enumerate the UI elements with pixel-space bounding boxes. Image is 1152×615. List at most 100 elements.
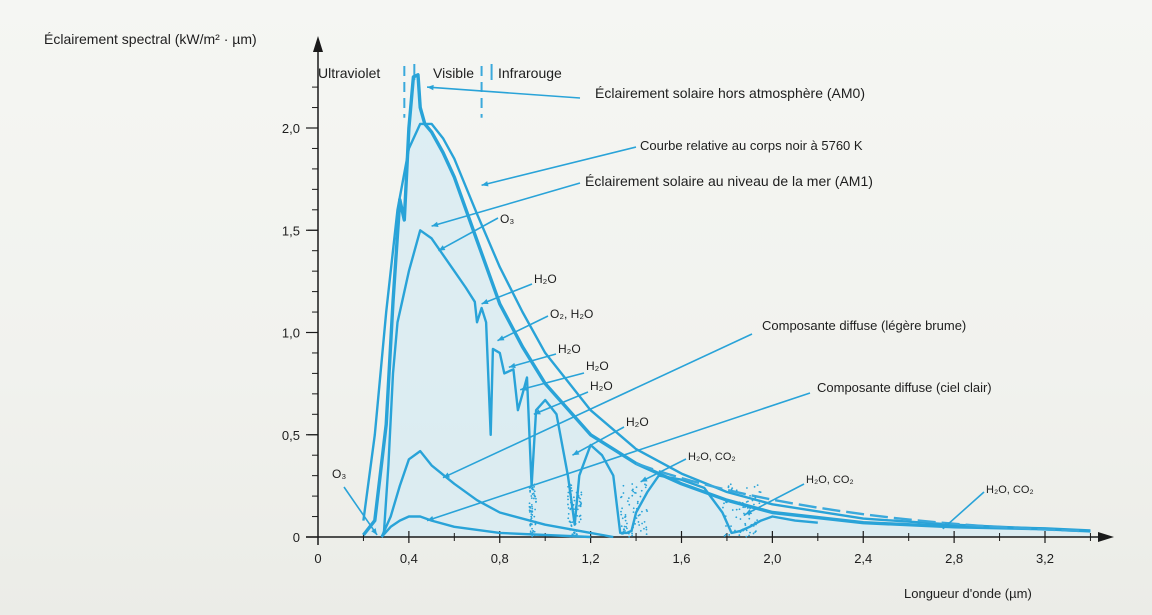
absorption-band-dot (530, 533, 532, 535)
absorption-band-dot (568, 513, 570, 515)
absorption-band-dot (739, 531, 741, 533)
absorption-band-dot (571, 521, 573, 523)
absorption-band-dot (529, 502, 531, 504)
absorption-band-dot (746, 529, 748, 531)
absorption-band-dot (634, 492, 636, 494)
label-diffuse-clair: Composante diffuse (ciel clair) (817, 380, 992, 395)
absorption-band-dot (631, 495, 633, 497)
absorption-band-dot (569, 529, 571, 531)
absorption-band-dot (758, 491, 760, 493)
absorption-band-dot (535, 498, 537, 500)
absorption-band-dot (634, 523, 636, 525)
absorption-band-dot (621, 525, 623, 527)
absorption-band-dot (641, 490, 643, 492)
absorption-band-dot (745, 524, 747, 526)
absorption-band-dot (623, 528, 625, 530)
absorption-band-dot (530, 510, 532, 512)
absorption-band-dot (739, 508, 741, 510)
absorption-band-dot (730, 525, 732, 527)
absorption-band-dot (742, 529, 744, 531)
absorption-label-h2o-3: H₂O (586, 359, 609, 373)
absorption-band-dot (633, 511, 635, 513)
absorption-band-dot (530, 516, 532, 518)
y-axis-arrow (313, 36, 323, 52)
absorption-band-dot (625, 526, 627, 528)
absorption-band-dot (732, 509, 734, 511)
absorption-band-dot (646, 510, 648, 512)
absorption-band-dot (644, 521, 646, 523)
absorption-band-dot (725, 525, 727, 527)
absorption-band-dot (637, 502, 639, 504)
label-am1: Éclairement solaire au niveau de la mer … (585, 173, 873, 189)
absorption-band-dot (634, 517, 636, 519)
absorption-band-dot (632, 527, 634, 529)
leader-line-0 (427, 87, 580, 98)
absorption-band-dot (530, 495, 532, 497)
absorption-band-dot (580, 494, 582, 496)
absorption-band-dot (569, 536, 571, 538)
absorption-band-dot (575, 511, 577, 513)
absorption-band-dot (576, 500, 578, 502)
absorption-band-dot (725, 534, 727, 536)
absorption-band-dot (576, 492, 578, 494)
absorption-band-dot (636, 508, 638, 510)
absorption-band-dot (567, 517, 569, 519)
absorption-band-dot (744, 506, 746, 508)
absorption-band-dot (625, 520, 627, 522)
y-tick-label: 0,5 (282, 428, 300, 443)
absorption-band-dot (571, 508, 573, 510)
absorption-band-dot (628, 504, 630, 506)
absorption-label-o3-top: O₃ (500, 212, 514, 226)
absorption-band-dot (578, 505, 580, 507)
absorption-band-dot (622, 532, 624, 534)
absorption-band-dot (531, 508, 533, 510)
absorption-label-h2o-co2-1: H₂O, CO₂ (688, 451, 736, 463)
absorption-label-h2o-4: H₂O (590, 379, 613, 393)
absorption-band-dot (571, 490, 573, 492)
region-label-ultraviolet: Ultraviolet (318, 65, 380, 81)
absorption-band-dot (622, 517, 624, 519)
absorption-band-dot (625, 514, 627, 516)
absorption-band-dot (578, 521, 580, 523)
absorption-band-dot (723, 502, 725, 504)
absorption-band-dot (567, 498, 569, 500)
absorption-band-dot (641, 523, 643, 525)
absorption-band-dot (754, 521, 756, 523)
absorption-band-dot (640, 496, 642, 498)
absorption-band-dot (745, 536, 747, 538)
x-tick-label: 2,8 (945, 551, 963, 566)
absorption-band-dot (620, 514, 622, 516)
absorption-band-dot (534, 490, 536, 492)
x-tick-label: 2,0 (763, 551, 781, 566)
absorption-band-dot (578, 495, 580, 497)
absorption-band-dot (571, 525, 573, 527)
absorption-band-dot (621, 507, 623, 509)
absorption-band-dot (628, 533, 630, 535)
absorption-band-dot (531, 511, 533, 513)
absorption-band-dot (574, 500, 576, 502)
absorption-band-dot (623, 492, 625, 494)
absorption-band-dot (738, 534, 740, 536)
absorption-band-dot (752, 500, 754, 502)
absorption-band-dot (531, 535, 533, 537)
absorption-band-dot (569, 483, 571, 485)
absorption-band-dot (533, 498, 535, 500)
absorption-band-dot (567, 495, 569, 497)
absorption-band-dot (755, 524, 757, 526)
absorption-band-dot (575, 506, 577, 508)
absorption-band-dot (567, 504, 569, 506)
absorption-band-dot (574, 520, 576, 522)
absorption-band-dot (730, 501, 732, 503)
absorption-band-dot (631, 483, 633, 485)
absorption-band-dot (725, 515, 727, 517)
absorption-band-dot (742, 506, 744, 508)
absorption-band-dot (731, 488, 733, 490)
absorption-band-dot (631, 530, 633, 532)
x-tick-label: 1,6 (672, 551, 690, 566)
absorption-band-dot (575, 523, 577, 525)
x-tick-label: 1,2 (582, 551, 600, 566)
absorption-band-dot (754, 486, 756, 488)
region-label-infrarouge: Infrarouge (498, 65, 562, 81)
absorption-band-dot (534, 496, 536, 498)
